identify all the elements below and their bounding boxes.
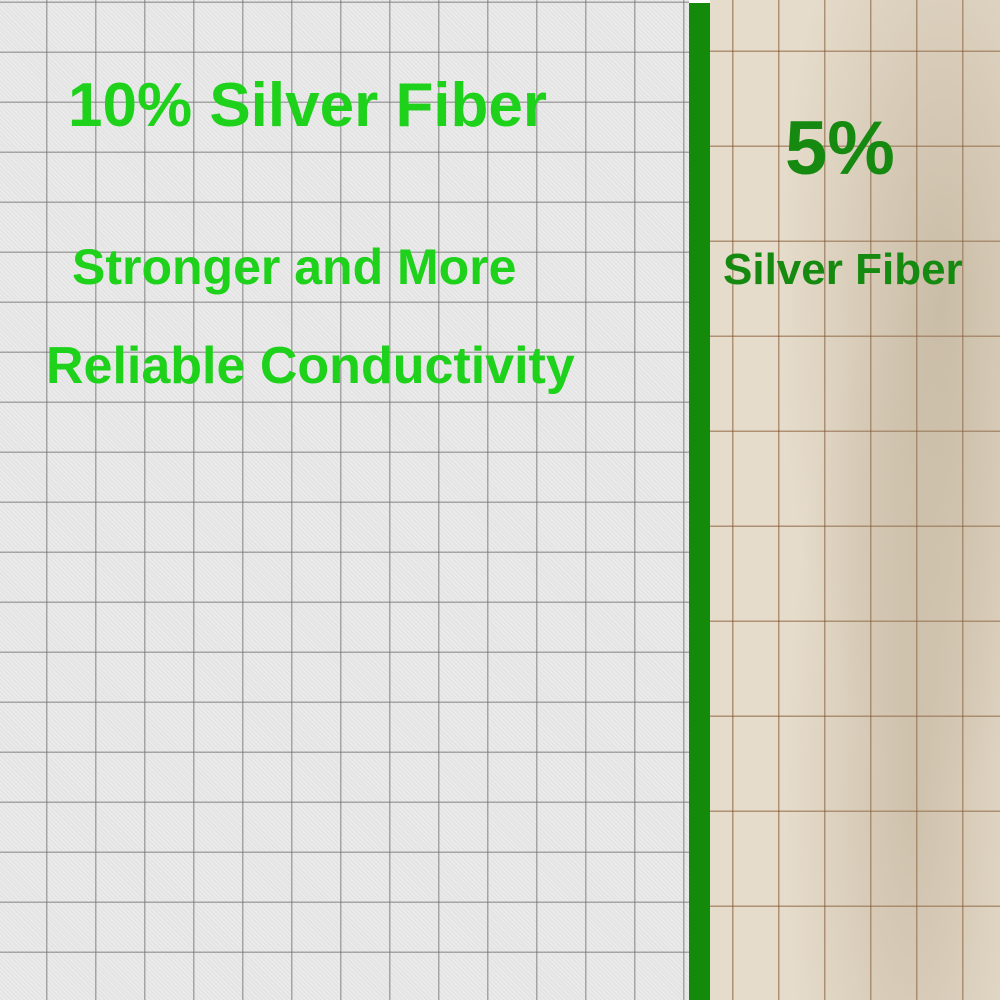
right-label: Silver Fiber xyxy=(723,245,963,294)
left-title: 10% Silver Fiber xyxy=(68,71,548,140)
divider-bar xyxy=(689,3,710,1000)
left-line-2: Reliable Conductivity xyxy=(46,337,575,395)
fabric-10-percent-panel xyxy=(0,0,689,1000)
left-line-1: Stronger and More xyxy=(72,239,517,295)
right-percent: 5% xyxy=(785,106,895,191)
fabric-5-percent-panel xyxy=(710,0,1000,1000)
